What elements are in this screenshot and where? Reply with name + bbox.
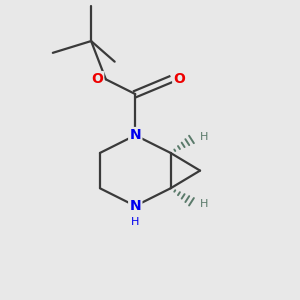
Text: O: O [91, 72, 103, 86]
Text: H: H [131, 217, 140, 227]
Text: H: H [200, 200, 209, 209]
Text: N: N [130, 128, 141, 142]
Text: H: H [200, 132, 209, 142]
Text: N: N [130, 199, 141, 213]
Text: O: O [173, 72, 185, 86]
